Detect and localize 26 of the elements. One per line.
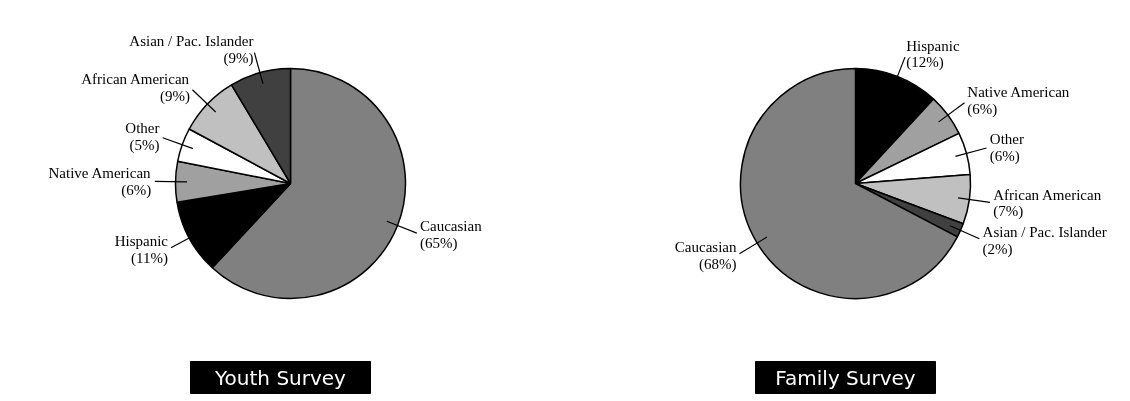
slice-label: Asian / Pac. Islander xyxy=(982,223,1107,240)
data-label: (7%) xyxy=(993,203,1024,221)
data-label: (9%) xyxy=(223,49,254,67)
slice-label: Caucasian xyxy=(420,217,483,234)
data-label: (2%) xyxy=(982,240,1013,258)
slice-label: African American xyxy=(81,70,190,87)
data-label: (9%) xyxy=(159,87,190,105)
slice-label: Native American xyxy=(48,165,152,182)
data-label: (6%) xyxy=(121,181,152,199)
text: Youth Survey xyxy=(214,365,347,390)
data-label: (12%) xyxy=(906,54,944,72)
text: Family Survey xyxy=(775,365,916,390)
slice-label: African American xyxy=(993,186,1102,203)
data-label: (68%) xyxy=(698,255,737,273)
data-label: (11%) xyxy=(131,249,168,267)
slice-label: Other xyxy=(125,120,160,137)
data-label: (6%) xyxy=(967,101,998,119)
data-label: (5%) xyxy=(129,136,160,154)
slice-label: Hispanic xyxy=(114,233,169,250)
data-label: (6%) xyxy=(989,147,1020,165)
slice-label: Native American xyxy=(967,84,1070,101)
data-label: (65%) xyxy=(420,234,458,252)
slice-label: Caucasian xyxy=(674,239,737,256)
slice-label: Asian / Pac. Islander xyxy=(129,32,254,49)
slice-label: Hispanic xyxy=(906,37,960,54)
slice-label: Other xyxy=(989,130,1024,147)
